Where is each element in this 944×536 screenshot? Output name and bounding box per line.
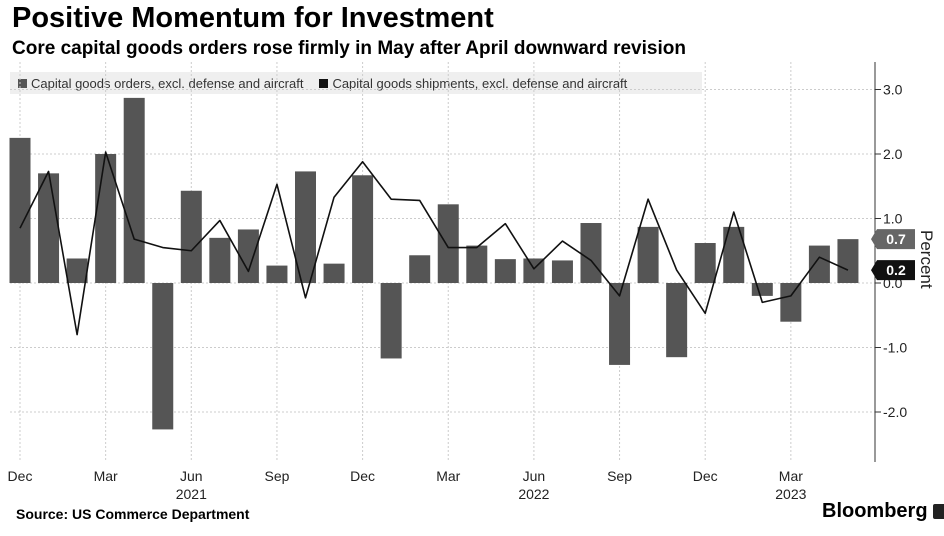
bar bbox=[237, 229, 259, 283]
bar bbox=[123, 97, 145, 283]
bar-end-label-shape bbox=[871, 229, 915, 250]
brand-terminal-icon bbox=[932, 504, 944, 519]
y-tick-label: 1.0 bbox=[883, 211, 903, 227]
bar bbox=[780, 283, 802, 322]
y-tick-label: -1.0 bbox=[883, 340, 907, 356]
bar bbox=[409, 255, 431, 283]
y-axis-title: Percent bbox=[917, 230, 936, 289]
x-tick-year-label: 2021 bbox=[176, 486, 207, 502]
legend-swatch-orders bbox=[18, 78, 27, 88]
bar bbox=[180, 190, 202, 283]
bar bbox=[9, 137, 31, 283]
line-end-label-shape bbox=[871, 260, 915, 281]
legend-swatch-shipments bbox=[319, 78, 329, 88]
brand-name: Bloomberg bbox=[822, 500, 928, 522]
chart-subtitle: Core capital goods orders rose firmly in… bbox=[12, 38, 686, 59]
x-tick-label: Mar bbox=[94, 468, 118, 484]
x-tick-label: Sep bbox=[607, 468, 632, 484]
bar bbox=[666, 283, 688, 358]
legend-item-orders: Capital goods orders, excl. defense and … bbox=[18, 76, 303, 91]
bar bbox=[380, 283, 402, 359]
bar bbox=[723, 226, 745, 283]
line-end-label-text: 0.2 bbox=[886, 262, 906, 278]
brand-logo: Bloomberg bbox=[822, 500, 944, 523]
x-tick-label: Dec bbox=[693, 468, 718, 484]
bar bbox=[637, 226, 659, 283]
bar bbox=[751, 283, 773, 296]
bar bbox=[551, 260, 573, 283]
bar bbox=[694, 243, 716, 283]
bar bbox=[494, 259, 516, 283]
shipments-line bbox=[19, 151, 849, 336]
bar bbox=[38, 173, 60, 283]
bar bbox=[352, 175, 374, 283]
bar bbox=[808, 245, 830, 283]
x-tick-label: Mar bbox=[779, 468, 803, 484]
x-tick-year-label: 2022 bbox=[518, 486, 549, 502]
bar bbox=[466, 245, 488, 283]
legend-item-shipments: Capital goods shipments, excl. defense a… bbox=[319, 76, 627, 91]
x-tick-label: Dec bbox=[8, 468, 33, 484]
bar bbox=[609, 283, 631, 365]
bar bbox=[437, 204, 459, 283]
source-note: Source: US Commerce Department bbox=[16, 506, 250, 522]
x-tick-label: Dec bbox=[350, 468, 375, 484]
bar bbox=[209, 237, 231, 283]
bar bbox=[837, 239, 859, 283]
chart-title: Positive Momentum for Investment bbox=[12, 2, 494, 34]
chart-legend: Capital goods orders, excl. defense and … bbox=[10, 72, 702, 94]
legend-label-orders: Capital goods orders, excl. defense and … bbox=[31, 75, 304, 91]
bar-end-label-text: 0.7 bbox=[886, 231, 906, 247]
x-tick-label: Jun bbox=[523, 468, 546, 484]
y-tick-label: -2.0 bbox=[883, 404, 907, 420]
bar bbox=[295, 171, 316, 283]
x-tick-label: Sep bbox=[264, 468, 289, 484]
bar bbox=[266, 265, 288, 283]
bar bbox=[323, 263, 345, 283]
x-tick-label: Jun bbox=[180, 468, 203, 484]
bar bbox=[580, 223, 602, 283]
x-tick-year-label: 2023 bbox=[775, 486, 806, 502]
y-tick-label: 2.0 bbox=[883, 146, 903, 162]
y-tick-label: 3.0 bbox=[883, 82, 903, 98]
x-tick-label: Mar bbox=[436, 468, 460, 484]
bar bbox=[66, 258, 88, 283]
legend-label-shipments: Capital goods shipments, excl. defense a… bbox=[332, 75, 628, 91]
bar bbox=[152, 283, 174, 430]
